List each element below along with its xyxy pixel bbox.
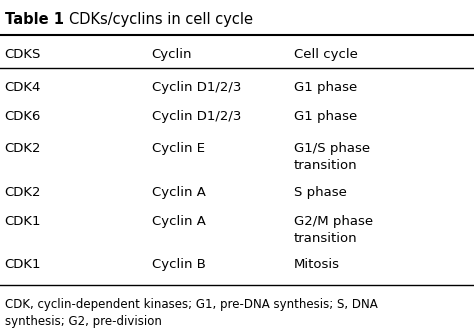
Text: Cyclin B: Cyclin B — [152, 258, 206, 271]
Text: CDK6: CDK6 — [5, 110, 41, 123]
Text: CDK, cyclin-dependent kinases; G1, pre-DNA synthesis; S, DNA
synthesis; G2, pre-: CDK, cyclin-dependent kinases; G1, pre-D… — [5, 298, 377, 328]
Text: CDK1: CDK1 — [5, 215, 41, 229]
Text: G1 phase: G1 phase — [294, 81, 357, 94]
Text: CDKS: CDKS — [5, 48, 41, 61]
Text: CDK4: CDK4 — [5, 81, 41, 94]
Text: CDK2: CDK2 — [5, 186, 41, 199]
Text: Cell cycle: Cell cycle — [294, 48, 358, 61]
Text: Cyclin E: Cyclin E — [152, 142, 205, 155]
Text: S phase: S phase — [294, 186, 347, 199]
Text: CDK1: CDK1 — [5, 258, 41, 271]
Text: Cyclin D1/2/3: Cyclin D1/2/3 — [152, 110, 241, 123]
Text: G1/S phase
transition: G1/S phase transition — [294, 142, 370, 172]
Text: Table 1: Table 1 — [5, 12, 64, 27]
Text: G2/M phase
transition: G2/M phase transition — [294, 215, 373, 245]
Text: G1 phase: G1 phase — [294, 110, 357, 123]
Text: Cyclin A: Cyclin A — [152, 215, 206, 229]
Text: Cyclin: Cyclin — [152, 48, 192, 61]
Text: Mitosis: Mitosis — [294, 258, 340, 271]
Text: CDKs/cyclins in cell cycle: CDKs/cyclins in cell cycle — [69, 12, 253, 27]
Text: Cyclin A: Cyclin A — [152, 186, 206, 199]
Text: Cyclin D1/2/3: Cyclin D1/2/3 — [152, 81, 241, 94]
Text: CDK2: CDK2 — [5, 142, 41, 155]
